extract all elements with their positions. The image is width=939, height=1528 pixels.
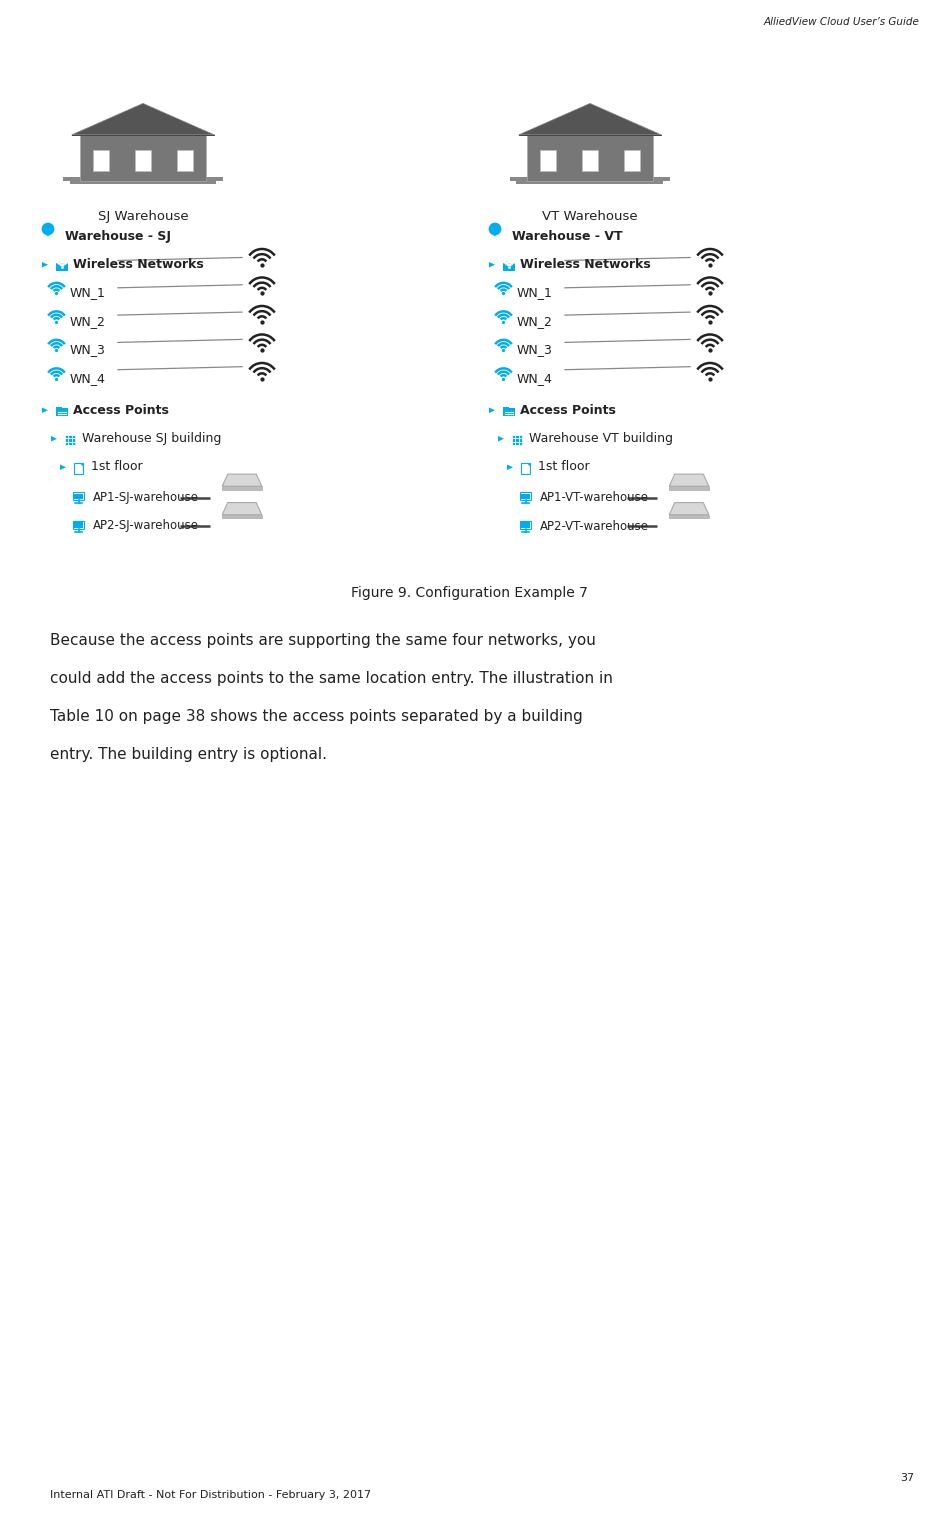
Polygon shape xyxy=(44,231,52,237)
FancyBboxPatch shape xyxy=(56,406,62,410)
FancyBboxPatch shape xyxy=(135,150,151,171)
Text: Warehouse - SJ: Warehouse - SJ xyxy=(65,229,171,243)
Text: AP1-VT-warehouse: AP1-VT-warehouse xyxy=(540,490,649,504)
FancyBboxPatch shape xyxy=(520,492,531,500)
FancyBboxPatch shape xyxy=(56,263,69,270)
Polygon shape xyxy=(489,261,495,267)
FancyBboxPatch shape xyxy=(503,406,509,410)
FancyBboxPatch shape xyxy=(521,463,531,474)
Text: Because the access points are supporting the same four networks, you: Because the access points are supporting… xyxy=(50,633,596,648)
Text: AP1-SJ-warehouse: AP1-SJ-warehouse xyxy=(93,490,199,504)
Text: Table 10 on page 38 shows the access points separated by a building: Table 10 on page 38 shows the access poi… xyxy=(50,709,583,724)
FancyBboxPatch shape xyxy=(73,492,85,500)
FancyBboxPatch shape xyxy=(93,150,109,171)
Text: WN_1: WN_1 xyxy=(517,287,553,299)
FancyBboxPatch shape xyxy=(73,521,85,529)
Text: Wireless Networks: Wireless Networks xyxy=(520,258,651,270)
FancyBboxPatch shape xyxy=(624,150,640,171)
Text: WN_4: WN_4 xyxy=(70,371,106,385)
FancyBboxPatch shape xyxy=(80,134,206,182)
FancyBboxPatch shape xyxy=(65,434,75,445)
Text: 1st floor: 1st floor xyxy=(538,460,590,474)
FancyBboxPatch shape xyxy=(56,408,69,416)
Text: AlliedView Cloud User’s Guide: AlliedView Cloud User’s Guide xyxy=(763,17,919,28)
Text: 1st floor: 1st floor xyxy=(91,460,143,474)
Circle shape xyxy=(488,223,501,235)
Polygon shape xyxy=(491,231,499,237)
Text: VT Warehouse: VT Warehouse xyxy=(542,209,638,223)
Text: WN_4: WN_4 xyxy=(517,371,553,385)
FancyBboxPatch shape xyxy=(503,408,516,416)
FancyBboxPatch shape xyxy=(503,263,516,270)
Text: Access Points: Access Points xyxy=(73,403,169,417)
FancyBboxPatch shape xyxy=(74,523,84,527)
Polygon shape xyxy=(60,465,66,471)
FancyBboxPatch shape xyxy=(56,261,62,264)
Polygon shape xyxy=(670,515,709,518)
Polygon shape xyxy=(42,408,48,413)
Text: could add the access points to the same location entry. The illustration in: could add the access points to the same … xyxy=(50,671,613,686)
Polygon shape xyxy=(527,463,531,468)
FancyBboxPatch shape xyxy=(516,180,664,185)
Text: Warehouse SJ building: Warehouse SJ building xyxy=(82,432,222,445)
FancyBboxPatch shape xyxy=(520,521,531,529)
FancyBboxPatch shape xyxy=(540,150,556,171)
Text: 37: 37 xyxy=(900,1473,914,1484)
Polygon shape xyxy=(223,515,262,518)
Polygon shape xyxy=(80,463,84,468)
Text: Figure 9. Configuration Example 7: Figure 9. Configuration Example 7 xyxy=(351,587,588,601)
Text: Warehouse VT building: Warehouse VT building xyxy=(529,432,673,445)
Polygon shape xyxy=(518,104,661,134)
FancyBboxPatch shape xyxy=(521,523,531,527)
Polygon shape xyxy=(51,435,57,442)
Text: WN_2: WN_2 xyxy=(70,315,106,329)
Polygon shape xyxy=(498,435,504,442)
FancyBboxPatch shape xyxy=(69,180,217,185)
FancyBboxPatch shape xyxy=(582,150,598,171)
Polygon shape xyxy=(71,104,214,134)
Polygon shape xyxy=(223,503,262,515)
Polygon shape xyxy=(507,465,513,471)
Polygon shape xyxy=(489,408,495,413)
FancyBboxPatch shape xyxy=(74,494,84,500)
Text: WN_3: WN_3 xyxy=(517,344,553,356)
FancyBboxPatch shape xyxy=(512,434,522,445)
Text: Wireless Networks: Wireless Networks xyxy=(73,258,204,270)
Text: WN_3: WN_3 xyxy=(70,344,106,356)
Text: Warehouse - VT: Warehouse - VT xyxy=(512,229,623,243)
Text: WN_2: WN_2 xyxy=(517,315,553,329)
Polygon shape xyxy=(670,486,709,489)
FancyBboxPatch shape xyxy=(527,134,653,182)
FancyBboxPatch shape xyxy=(74,463,84,474)
Text: WN_1: WN_1 xyxy=(70,287,106,299)
Text: entry. The building entry is optional.: entry. The building entry is optional. xyxy=(50,747,327,762)
FancyBboxPatch shape xyxy=(177,150,193,171)
Polygon shape xyxy=(42,261,48,267)
FancyBboxPatch shape xyxy=(510,177,670,182)
Circle shape xyxy=(41,223,54,235)
Text: Internal ATI Draft - Not For Distribution - February 3, 2017: Internal ATI Draft - Not For Distributio… xyxy=(50,1490,371,1500)
FancyBboxPatch shape xyxy=(63,177,223,182)
Text: SJ Warehouse: SJ Warehouse xyxy=(98,209,189,223)
Text: AP2-SJ-warehouse: AP2-SJ-warehouse xyxy=(93,520,199,532)
Polygon shape xyxy=(223,486,262,489)
Polygon shape xyxy=(670,503,709,515)
Text: AP2-VT-warehouse: AP2-VT-warehouse xyxy=(540,520,649,532)
Text: Access Points: Access Points xyxy=(520,403,616,417)
Polygon shape xyxy=(670,474,709,486)
Polygon shape xyxy=(223,474,262,486)
FancyBboxPatch shape xyxy=(521,494,531,500)
FancyBboxPatch shape xyxy=(503,261,509,264)
